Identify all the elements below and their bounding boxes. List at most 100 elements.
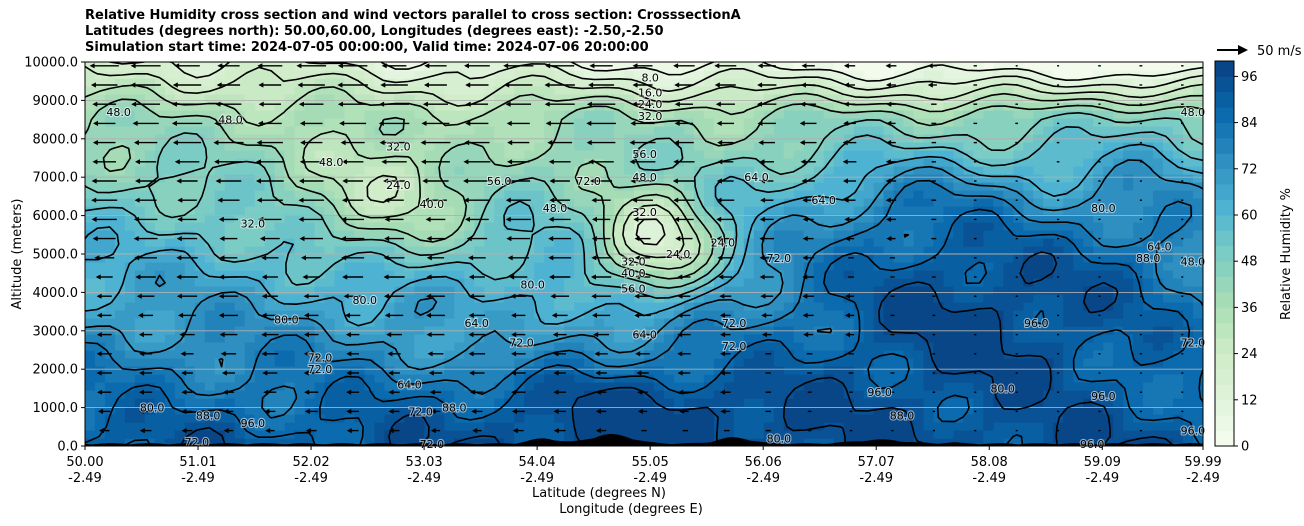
field-cell xyxy=(134,182,146,191)
field-cell xyxy=(314,214,326,223)
field-cell xyxy=(524,398,535,407)
field-cell xyxy=(673,150,685,159)
field-cell xyxy=(424,398,435,407)
field-cell xyxy=(1023,150,1034,159)
field-cell xyxy=(584,318,595,327)
field-cell xyxy=(1033,358,1044,367)
field-cell xyxy=(873,262,885,271)
field-cell xyxy=(963,150,975,159)
field-cell xyxy=(653,142,665,151)
field-cell xyxy=(863,158,875,167)
field-cell xyxy=(234,270,246,279)
field-cell xyxy=(1093,430,1104,439)
field-cell xyxy=(673,422,685,431)
field-cell xyxy=(234,94,246,103)
field-cell xyxy=(1083,190,1094,199)
field-cell xyxy=(673,246,685,255)
field-cell xyxy=(474,382,485,391)
field-cell xyxy=(733,102,745,111)
field-cell xyxy=(703,222,715,231)
field-cell xyxy=(194,286,206,295)
field-cell xyxy=(564,366,575,375)
field-cell xyxy=(174,382,186,391)
field-cell xyxy=(194,382,206,391)
field-cell xyxy=(124,326,136,335)
field-cell xyxy=(314,118,326,127)
field-cell xyxy=(514,190,525,199)
field-cell xyxy=(1003,302,1014,311)
field-cell xyxy=(574,294,585,303)
field-cell xyxy=(164,70,176,79)
field-cell xyxy=(1003,222,1014,231)
field-cell xyxy=(204,382,216,391)
field-cell xyxy=(943,70,955,79)
field-cell xyxy=(1113,270,1124,279)
field-cell xyxy=(943,342,955,351)
field-cell xyxy=(1113,158,1124,167)
field-cell xyxy=(683,246,695,255)
field-cell xyxy=(763,134,775,143)
field-cell xyxy=(164,262,176,271)
field-cell xyxy=(324,278,336,287)
field-cell xyxy=(963,198,975,207)
field-cell xyxy=(444,406,455,415)
field-cell xyxy=(624,302,635,311)
field-cell xyxy=(1013,70,1024,79)
field-cell xyxy=(713,342,725,351)
field-cell xyxy=(1043,78,1054,87)
field-cell xyxy=(1013,278,1024,287)
field-cell xyxy=(893,206,905,215)
field-cell xyxy=(364,406,376,415)
field-cell xyxy=(234,182,246,191)
field-cell xyxy=(534,110,545,119)
field-cell xyxy=(114,78,126,87)
field-cell xyxy=(783,294,795,303)
field-cell xyxy=(444,270,455,279)
field-cell xyxy=(184,342,196,351)
field-cell xyxy=(184,246,196,255)
field-cell xyxy=(933,86,945,95)
field-cell xyxy=(344,190,356,199)
field-cell xyxy=(444,190,455,199)
field-cell xyxy=(963,366,975,375)
field-cell xyxy=(464,302,475,311)
field-cell xyxy=(813,438,825,446)
field-cell xyxy=(1103,222,1114,231)
field-cell xyxy=(733,246,745,255)
field-cell xyxy=(1103,422,1114,431)
field-cell xyxy=(194,310,206,319)
field-cell xyxy=(434,198,445,207)
field-cell xyxy=(324,310,336,319)
field-cell xyxy=(234,102,246,111)
field-cell xyxy=(693,262,705,271)
field-cell xyxy=(464,382,475,391)
field-cell xyxy=(753,294,765,303)
field-cell xyxy=(404,254,416,263)
field-cell xyxy=(993,238,1004,247)
field-cell xyxy=(693,190,705,199)
field-cell xyxy=(314,150,326,159)
field-cell xyxy=(1043,422,1054,431)
field-cell xyxy=(763,382,775,391)
field-cell xyxy=(264,390,276,399)
field-cell xyxy=(254,422,266,431)
field-cell xyxy=(963,430,975,439)
field-cell xyxy=(793,278,805,287)
field-cell xyxy=(94,294,106,303)
field-cell xyxy=(614,414,625,423)
field-cell xyxy=(534,318,545,327)
field-cell xyxy=(703,326,715,335)
field-cell xyxy=(1033,222,1044,231)
field-cell xyxy=(484,310,495,319)
field-cell xyxy=(334,134,346,143)
field-cell xyxy=(404,206,416,215)
field-cell xyxy=(524,142,535,151)
field-cell xyxy=(1073,366,1084,375)
field-cell xyxy=(444,334,455,343)
field-cell xyxy=(624,366,635,375)
field-cell xyxy=(264,326,276,335)
field-cell xyxy=(194,214,206,223)
field-cell xyxy=(923,270,935,279)
field-cell xyxy=(144,246,156,255)
field-cell xyxy=(364,142,376,151)
